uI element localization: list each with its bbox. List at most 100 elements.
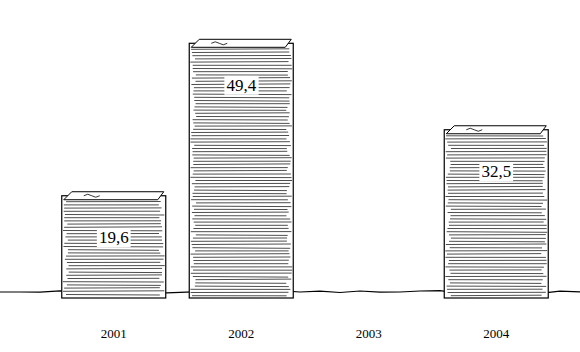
note-edge [195, 106, 288, 108]
note-edge [64, 211, 160, 212]
note-edge [448, 202, 543, 203]
note-edge [191, 253, 290, 254]
note-edge [69, 265, 165, 266]
note-edge [64, 217, 159, 218]
note-edge [448, 263, 547, 264]
note-edge [68, 278, 160, 279]
note-edge [192, 154, 289, 156]
note-edge [68, 249, 159, 251]
note-edge [192, 247, 290, 249]
note-edge [66, 201, 161, 202]
note-edge [446, 206, 542, 207]
note-edge [446, 151, 547, 152]
note-edge [448, 193, 543, 194]
note-edge [190, 138, 286, 139]
note-edge [195, 125, 292, 126]
note-edge [451, 215, 545, 216]
money-stack [444, 126, 548, 298]
note-edge [196, 116, 289, 117]
note-edge [193, 193, 287, 194]
note-edge [193, 257, 290, 258]
top-note [191, 39, 291, 47]
note-edge [447, 183, 543, 184]
category-label: 2001 [101, 326, 127, 341]
note-edge [449, 225, 547, 226]
note-edge [192, 183, 290, 184]
note-edge [194, 170, 287, 172]
note-edge [193, 270, 292, 271]
data-label: 49,4 [226, 76, 256, 95]
note-edge [449, 234, 546, 235]
top-note [446, 126, 546, 134]
note-edge [194, 97, 289, 99]
note-edge [193, 161, 291, 162]
note-edge [450, 282, 542, 284]
note-edge [445, 138, 546, 139]
note-edge [192, 244, 291, 246]
note-edge [67, 262, 160, 263]
note-edge [193, 68, 293, 69]
note-edge [66, 274, 162, 275]
note-edge [195, 180, 292, 181]
note-edge [445, 266, 544, 267]
note-edge [64, 207, 161, 208]
note-edge [190, 289, 290, 290]
label-bg [97, 228, 131, 247]
note-edge [446, 135, 543, 136]
note-edge [445, 257, 546, 258]
note-edge [192, 212, 289, 213]
note-edge [196, 202, 291, 203]
note-edge [64, 220, 161, 221]
label-bg [224, 76, 258, 95]
label-bg [479, 162, 513, 181]
note-edge [448, 212, 542, 213]
note-edge [449, 260, 547, 261]
note-edge [450, 247, 542, 248]
labels: 19,649,432,52001200220032004 [97, 76, 513, 341]
note-edge [195, 58, 291, 59]
note-edge [193, 119, 288, 120]
note-edge [67, 284, 161, 286]
note-edge [193, 163, 290, 165]
note-edge [194, 263, 288, 264]
note-edge [196, 234, 288, 236]
note-edge [449, 241, 545, 243]
note-edge [191, 273, 292, 274]
bar [444, 130, 548, 298]
note-edge [191, 132, 288, 133]
note-edge [192, 52, 289, 54]
note-edge [193, 260, 288, 261]
note-edge [192, 206, 291, 208]
note-edge [193, 238, 287, 239]
note-edge [447, 231, 548, 233]
note-edge [194, 157, 292, 158]
category-label: 2002 [228, 326, 254, 341]
note-edge [195, 282, 286, 283]
note-edge [448, 279, 542, 280]
note-edge [195, 250, 289, 251]
note-edge [451, 273, 544, 274]
data-label: 19,6 [99, 228, 129, 247]
note-edge [445, 276, 546, 277]
note-edge [193, 276, 288, 278]
category-label: 2004 [483, 326, 510, 341]
note-edge [445, 196, 544, 197]
note-edge [64, 287, 160, 288]
note-edge [194, 209, 288, 210]
note-edge [447, 286, 547, 287]
chart: 19,649,432,52001200220032004 [0, 0, 580, 352]
note-edge [194, 100, 289, 102]
note-edge [449, 269, 541, 270]
category-label: 2003 [356, 326, 382, 341]
note-edge [68, 252, 160, 253]
note-edge [448, 145, 544, 146]
note-edge [192, 135, 290, 136]
note-edge [192, 55, 291, 56]
note-edge [446, 157, 545, 158]
note-edge [190, 61, 288, 63]
note-edge [449, 199, 548, 200]
note-edge [193, 129, 286, 130]
note-edge [191, 292, 289, 293]
note-edge [195, 225, 288, 226]
note-edge [190, 177, 291, 178]
